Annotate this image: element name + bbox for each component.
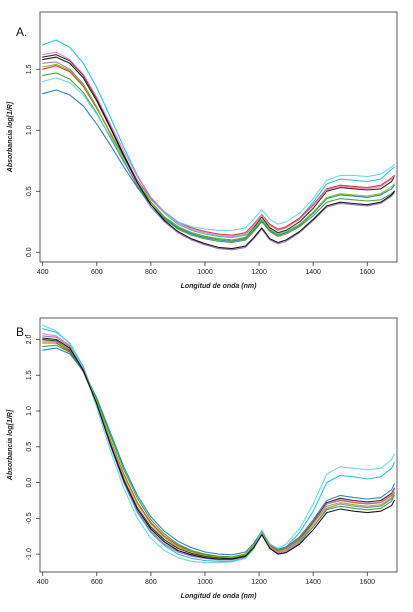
x-tick-label: 400	[37, 579, 49, 586]
spectrum-line	[42, 344, 395, 558]
series-group	[42, 324, 395, 564]
spectrum-line	[42, 347, 395, 556]
chart-svg-a: A. 400 600 800 1000 1200 1400 1600 0.0 0.5 1.0 1.5 L…	[7, 11, 398, 290]
spectrum-line	[42, 324, 395, 564]
y-tick-label: 1.0	[26, 125, 33, 135]
x-tick-label: 1400	[305, 579, 321, 586]
spectrum-line	[42, 338, 395, 559]
spectrum-line	[42, 65, 395, 236]
x-tick-label: 1200	[251, 579, 267, 586]
x-tick-label: 400	[37, 269, 49, 276]
y-tick-label: 0.0	[26, 478, 33, 488]
spectrum-line	[42, 333, 395, 561]
y-tick-label: -1.0	[26, 548, 33, 560]
x-tick-label: 1600	[359, 269, 375, 276]
y-tick-label: 2.0	[26, 334, 33, 344]
y-tick-label: -0.5	[26, 512, 33, 524]
x-tick-label: 1200	[251, 269, 267, 276]
chart-panel-a: A. 400 600 800 1000 1200 1400 1600 0.0 0.5 1.0 1.5 L…	[7, 11, 398, 290]
x-tick-label: 800	[145, 579, 157, 586]
spectrum-line	[42, 328, 395, 562]
spectrum-line	[42, 337, 395, 560]
spectrum-line	[42, 335, 395, 561]
y-tick-label: 1.5	[26, 64, 33, 74]
x-tick-label: 600	[91, 579, 103, 586]
x-axis-label: Longitud de onda (nm)	[181, 283, 257, 290]
y-axis-label: Absorbancia log[1/R]	[7, 101, 14, 173]
x-tick-label: 600	[91, 269, 103, 276]
panel-label: B.	[16, 325, 27, 339]
spectrum-line	[42, 51, 395, 237]
plot-frame	[39, 11, 398, 263]
spectrum-line	[42, 56, 395, 250]
y-axis-label: Absorbancia log[1/R]	[7, 409, 14, 481]
y-tick-label: 1.5	[26, 370, 33, 380]
spectrum-line	[42, 340, 395, 559]
x-tick-label: 1400	[305, 269, 321, 276]
y-tick-label: 0.5	[26, 442, 33, 452]
spectrum-line	[42, 61, 395, 251]
x-axis-label: Longitud de onda (nm)	[181, 593, 257, 600]
spectrum-line	[42, 89, 395, 242]
series-group	[42, 39, 395, 251]
spectrum-line	[42, 342, 395, 558]
chart-panel-b: B. 400 600 800 1000 1200 1400 1600 -1.0 -0.5 0.0 0.…	[0, 306, 413, 612]
x-tick-label: 800	[145, 269, 157, 276]
panel-label: A.	[16, 25, 27, 39]
chart-svg-b: B. 400 600 800 1000 1200 1400 1600 -1.0 -0.5 0.0 0.…	[7, 317, 398, 600]
plot-frame	[39, 317, 398, 573]
spectrum-line	[42, 54, 395, 241]
y-tick-label: 0.0	[26, 247, 33, 257]
x-tick-label: 1600	[359, 579, 375, 586]
spectrum-line	[42, 77, 395, 231]
y-tick-label: 1.0	[26, 406, 33, 416]
spectrum-line	[42, 63, 395, 241]
x-tick-label: 1000	[197, 579, 213, 586]
y-tick-label: 0.5	[26, 186, 33, 196]
x-tick-label: 1000	[197, 269, 213, 276]
spectrum-line	[42, 39, 395, 239]
